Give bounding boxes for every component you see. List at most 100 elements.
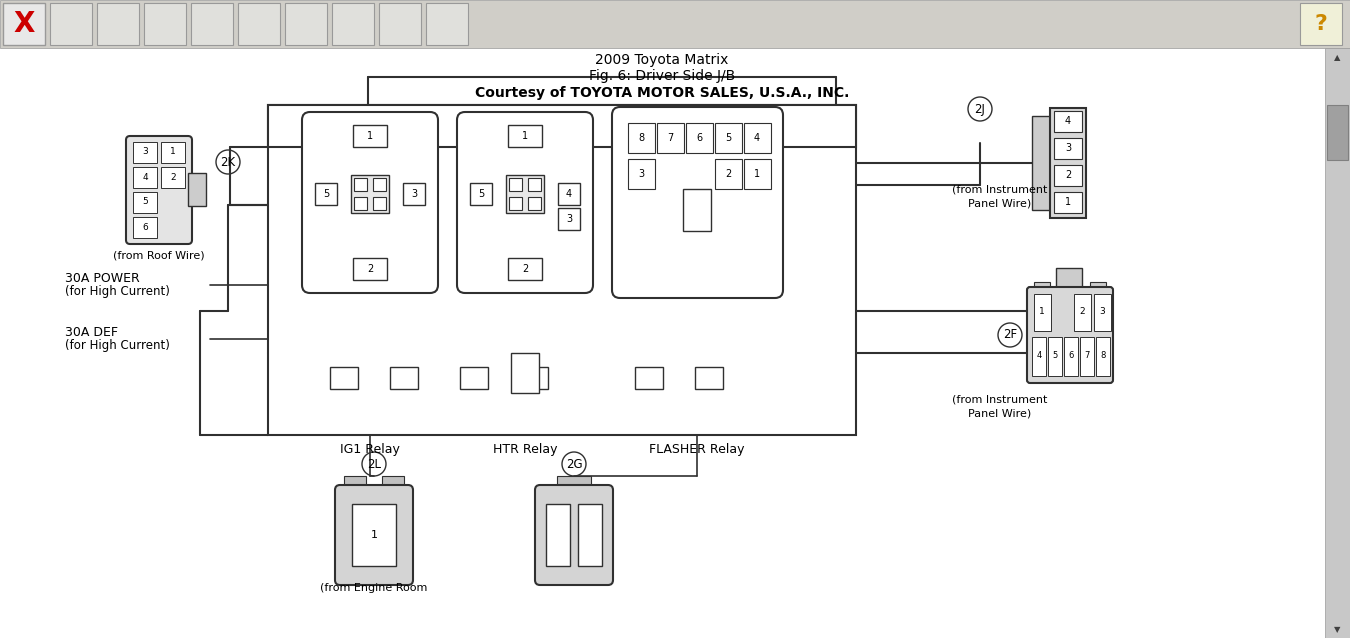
Bar xyxy=(1050,108,1085,218)
Text: IG1 Relay: IG1 Relay xyxy=(340,443,400,457)
Text: 2: 2 xyxy=(522,264,528,274)
Text: (from Roof Wire): (from Roof Wire) xyxy=(113,251,205,261)
Bar xyxy=(558,183,580,205)
Bar xyxy=(352,504,396,566)
Bar xyxy=(1089,282,1106,300)
FancyBboxPatch shape xyxy=(612,107,783,298)
FancyBboxPatch shape xyxy=(1027,287,1112,383)
Bar xyxy=(628,159,655,189)
Bar xyxy=(1034,294,1052,331)
Bar xyxy=(161,167,185,188)
Bar xyxy=(509,178,522,191)
Text: 6: 6 xyxy=(697,133,702,143)
Text: (from Instrument: (from Instrument xyxy=(952,395,1048,405)
Text: 3: 3 xyxy=(566,214,572,224)
Bar xyxy=(558,476,591,492)
Bar xyxy=(657,123,684,153)
Bar xyxy=(1054,111,1081,132)
Text: 5: 5 xyxy=(142,198,148,207)
Text: 3: 3 xyxy=(639,169,644,179)
Text: 2: 2 xyxy=(1079,308,1085,316)
Bar xyxy=(1300,3,1342,45)
Bar xyxy=(528,197,541,210)
Text: Courtesy of TOYOTA MOTOR SALES, U.S.A., INC.: Courtesy of TOYOTA MOTOR SALES, U.S.A., … xyxy=(475,86,849,100)
Text: 4: 4 xyxy=(566,189,572,199)
Bar xyxy=(379,3,421,45)
Bar xyxy=(634,367,663,389)
Bar xyxy=(285,3,327,45)
Text: X: X xyxy=(14,10,35,38)
Text: 3: 3 xyxy=(1099,308,1104,316)
Bar xyxy=(344,476,366,492)
Bar xyxy=(427,3,468,45)
Bar xyxy=(686,123,713,153)
FancyBboxPatch shape xyxy=(335,485,413,585)
Bar xyxy=(332,3,374,45)
Bar xyxy=(1096,337,1110,376)
Bar xyxy=(460,367,487,389)
Bar xyxy=(1080,337,1094,376)
Bar xyxy=(0,0,1350,48)
Bar xyxy=(134,167,157,188)
Bar xyxy=(1324,48,1350,638)
Bar xyxy=(238,3,279,45)
Bar xyxy=(354,178,367,191)
Text: 30A DEF: 30A DEF xyxy=(65,325,117,339)
Text: ▲: ▲ xyxy=(1334,54,1341,63)
Text: 4: 4 xyxy=(1037,352,1042,360)
Bar xyxy=(744,159,771,189)
Bar xyxy=(134,192,157,213)
Bar xyxy=(1031,337,1046,376)
Bar xyxy=(512,353,539,393)
Text: 5: 5 xyxy=(725,133,732,143)
Bar xyxy=(190,3,234,45)
Bar xyxy=(390,367,418,389)
Bar xyxy=(1054,192,1081,213)
Text: 3: 3 xyxy=(142,147,148,156)
FancyBboxPatch shape xyxy=(535,485,613,585)
Text: 2J: 2J xyxy=(975,103,985,115)
Text: 30A POWER: 30A POWER xyxy=(65,272,140,285)
FancyBboxPatch shape xyxy=(302,112,437,293)
Bar xyxy=(373,178,386,191)
Bar xyxy=(1075,294,1091,331)
Text: 4: 4 xyxy=(753,133,760,143)
Bar xyxy=(1054,165,1081,186)
Bar xyxy=(269,105,856,147)
Bar xyxy=(545,504,570,566)
Text: 2K: 2K xyxy=(220,156,235,168)
Bar xyxy=(508,258,541,280)
Text: (from Engine Room: (from Engine Room xyxy=(320,583,428,593)
Bar xyxy=(744,123,771,153)
Bar xyxy=(144,3,186,45)
Text: (for High Current): (for High Current) xyxy=(65,339,170,353)
Bar xyxy=(404,183,425,205)
Bar xyxy=(134,217,157,238)
Bar xyxy=(716,159,742,189)
Bar xyxy=(558,208,580,230)
Bar xyxy=(269,105,856,435)
Text: Panel Wire): Panel Wire) xyxy=(968,409,1031,419)
Text: 2F: 2F xyxy=(1003,329,1017,341)
Text: 2: 2 xyxy=(367,264,373,274)
Bar xyxy=(1064,337,1079,376)
Text: 1: 1 xyxy=(367,131,373,141)
Text: ?: ? xyxy=(1315,14,1327,34)
Bar xyxy=(329,367,358,389)
Text: 5: 5 xyxy=(1053,352,1057,360)
Bar xyxy=(315,183,338,205)
Bar xyxy=(683,189,711,231)
Text: 2G: 2G xyxy=(566,457,582,470)
FancyBboxPatch shape xyxy=(458,112,593,293)
Bar xyxy=(528,178,541,191)
Bar xyxy=(3,3,45,45)
Text: 1: 1 xyxy=(1040,308,1045,316)
Bar xyxy=(1031,116,1052,210)
Bar xyxy=(509,197,522,210)
Text: 2: 2 xyxy=(725,169,732,179)
Bar xyxy=(716,123,742,153)
Bar xyxy=(97,3,139,45)
Text: 2: 2 xyxy=(1065,170,1071,180)
Text: 6: 6 xyxy=(1068,352,1073,360)
Bar xyxy=(1327,105,1349,160)
